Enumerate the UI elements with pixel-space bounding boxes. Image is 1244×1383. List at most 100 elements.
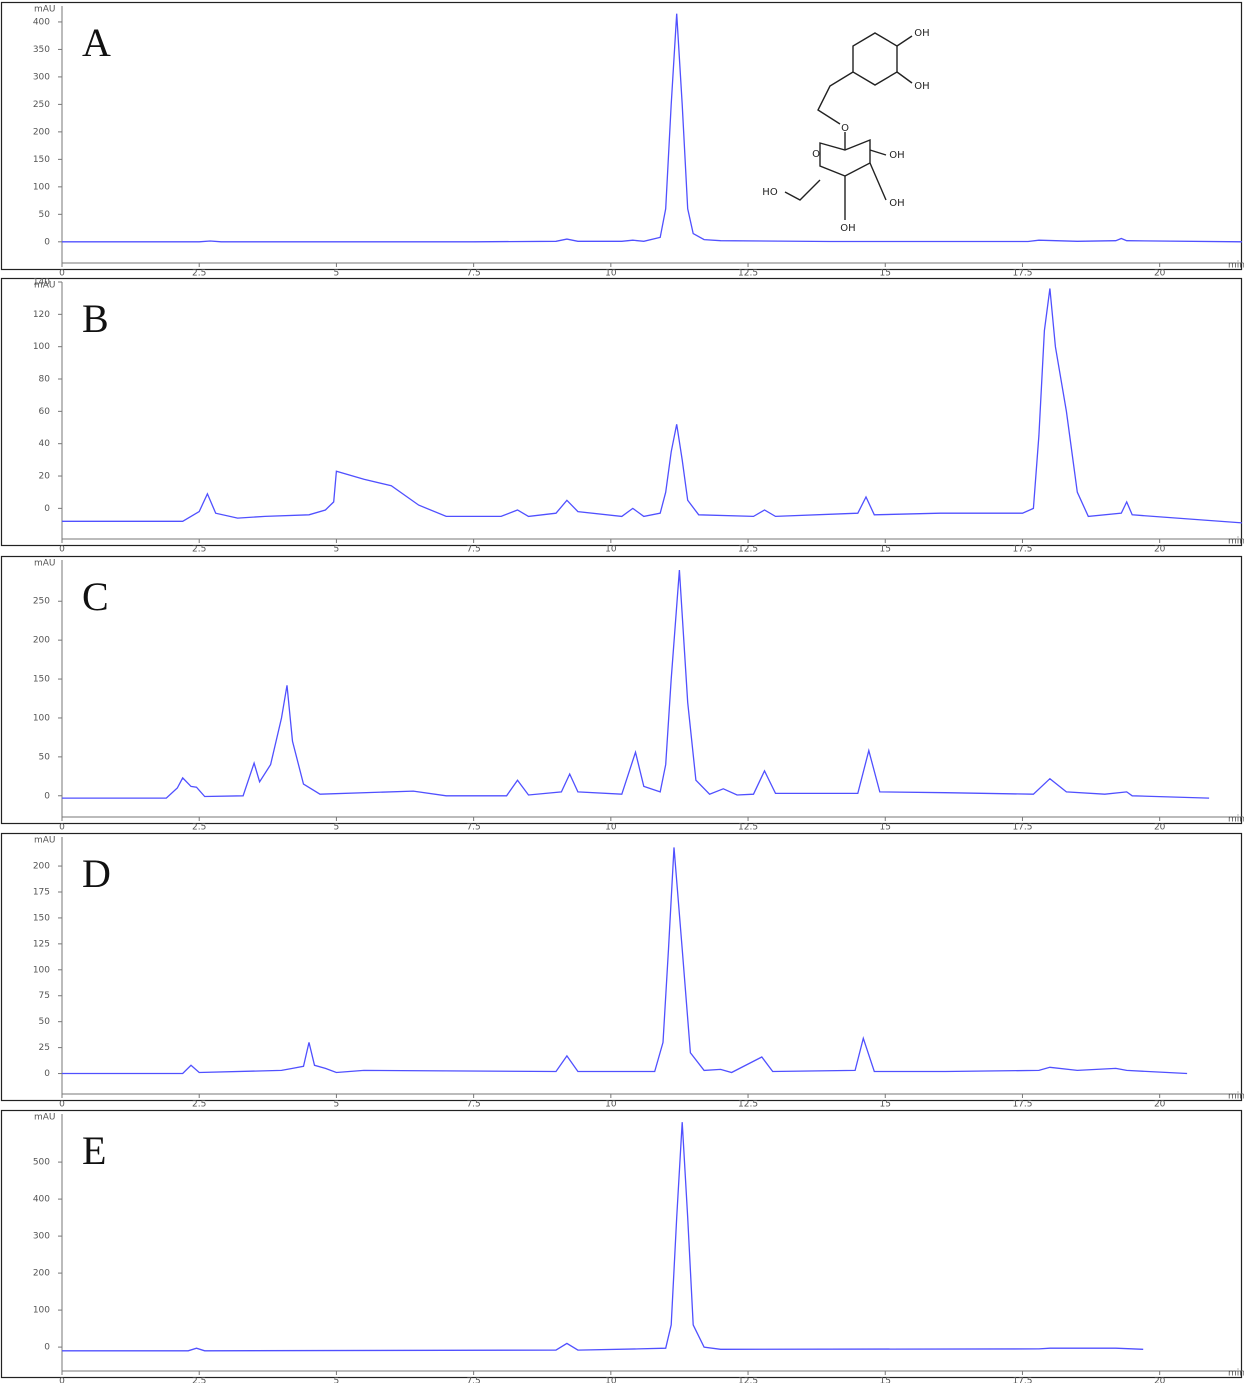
chromatogram-line: [62, 1122, 1144, 1352]
x-tick-label: 20: [1154, 545, 1166, 555]
x-tick-label: 15: [880, 269, 891, 279]
bond: [817, 71, 854, 125]
y-tick-label: 0: [44, 504, 50, 514]
y-tick-label: 50: [39, 752, 51, 762]
y-axis-unit: mAU: [34, 5, 56, 15]
x-axis-unit: min: [1228, 1092, 1244, 1102]
x-tick-label: 0: [59, 1377, 65, 1383]
panel-frame: [0, 1109, 1243, 1379]
chromatogram-line: [62, 847, 1188, 1075]
x-tick-label: 15: [880, 1100, 891, 1110]
bond: [869, 162, 887, 201]
structure-label: OH: [914, 81, 929, 92]
x-tick-label: 17.5: [1012, 269, 1032, 279]
x-tick-label: 10: [605, 269, 617, 279]
x-tick-label: 5: [334, 545, 340, 555]
structure-label: O: [812, 149, 820, 160]
panel-letter: D: [82, 851, 111, 896]
y-tick-label: 50: [39, 210, 51, 220]
y-tick-label: 200: [33, 862, 50, 872]
y-tick-label: 0: [44, 1343, 50, 1353]
x-tick-label: 20: [1154, 1100, 1166, 1110]
y-tick-label: 60: [39, 407, 51, 417]
y-tick-label: 50: [39, 1017, 51, 1027]
chromatogram-line: [62, 570, 1210, 799]
panel-frame: [0, 555, 1243, 825]
structure-label: O: [841, 123, 849, 134]
structure-label: OH: [914, 28, 929, 39]
benzene-ring: [852, 32, 898, 86]
y-tick-label: 0: [44, 791, 50, 801]
x-tick-label: 12.5: [738, 1377, 758, 1383]
y-tick-label: 200: [33, 1269, 50, 1279]
y-tick-label: 300: [33, 72, 50, 82]
x-tick-label: 0: [59, 823, 65, 833]
y-axis-unit: mAU: [34, 1113, 56, 1123]
y-tick-label: 100: [33, 182, 50, 192]
y-tick-label: 100: [33, 965, 50, 975]
x-tick-label: 20: [1154, 823, 1166, 833]
x-tick-label: 10: [605, 1100, 617, 1110]
y-tick-label: 350: [33, 45, 50, 55]
y-tick-label: 200: [33, 636, 50, 646]
panel-frame: [0, 832, 1243, 1102]
panel-letter: B: [82, 296, 109, 341]
x-tick-label: 15: [880, 545, 891, 555]
y-tick-label: 40: [39, 439, 51, 449]
x-tick-label: 0: [59, 1100, 65, 1110]
y-tick-label: 200: [33, 127, 50, 137]
x-tick-label: 12.5: [738, 1100, 758, 1110]
y-tick-label: 75: [39, 991, 50, 1001]
x-tick-label: 0: [59, 269, 65, 279]
x-tick-label: 5: [334, 269, 340, 279]
y-axis-unit: mAU: [34, 559, 56, 569]
panel-frame: [0, 277, 1243, 547]
x-tick-label: 20: [1154, 269, 1166, 279]
x-tick-label: 7.5: [466, 823, 480, 833]
x-tick-label: 0: [59, 545, 65, 555]
chromatogram-line: [62, 13, 1243, 243]
bond: [869, 149, 887, 156]
structure-label: OH: [889, 150, 904, 161]
y-tick-label: 250: [33, 100, 50, 110]
x-tick-label: 10: [605, 1377, 617, 1383]
x-tick-label: 17.5: [1012, 1100, 1032, 1110]
y-tick-label: 300: [33, 1232, 50, 1242]
y-tick-label: 250: [33, 597, 50, 607]
x-tick-label: 12.5: [738, 269, 758, 279]
panel-letter: C: [82, 574, 109, 619]
panel-letter: A: [82, 20, 111, 65]
x-tick-label: 12.5: [738, 823, 758, 833]
structure-label: HO: [762, 187, 778, 198]
x-tick-label: 10: [605, 545, 617, 555]
x-tick-label: 12.5: [738, 545, 758, 555]
x-tick-label: 7.5: [466, 269, 480, 279]
y-tick-label: 175: [33, 887, 50, 897]
x-tick-label: 5: [334, 823, 340, 833]
y-tick-label: 120: [33, 310, 50, 320]
structure-label: OH: [889, 198, 904, 209]
x-tick-label: 7.5: [466, 545, 480, 555]
x-tick-label: 7.5: [466, 1100, 480, 1110]
chemical-structure: OH OH O O OH HO OH OH: [762, 28, 929, 234]
x-tick-label: 5: [334, 1377, 340, 1383]
x-tick-label: 15: [880, 823, 891, 833]
y-tick-label: 400: [33, 17, 50, 27]
y-tick-label: 500: [33, 1158, 50, 1168]
y-tick-label: 25: [39, 1043, 50, 1053]
y-tick-label: 100: [33, 342, 50, 352]
x-tick-label: 2.5: [192, 1100, 206, 1110]
y-tick-label: 100: [33, 1306, 50, 1316]
x-tick-label: 10: [605, 823, 617, 833]
x-axis-unit: min: [1228, 261, 1244, 271]
y-tick-label: 150: [33, 913, 50, 923]
x-tick-label: 7.5: [466, 1377, 480, 1383]
x-tick-label: 2.5: [192, 269, 206, 279]
y-tick-label: 140: [33, 278, 50, 288]
y-tick-label: 80: [39, 375, 51, 385]
structure-label: OH: [840, 223, 855, 234]
x-axis-unit: min: [1228, 815, 1244, 825]
x-tick-label: 5: [334, 1100, 340, 1110]
x-tick-label: 2.5: [192, 823, 206, 833]
y-tick-label: 100: [33, 713, 50, 723]
